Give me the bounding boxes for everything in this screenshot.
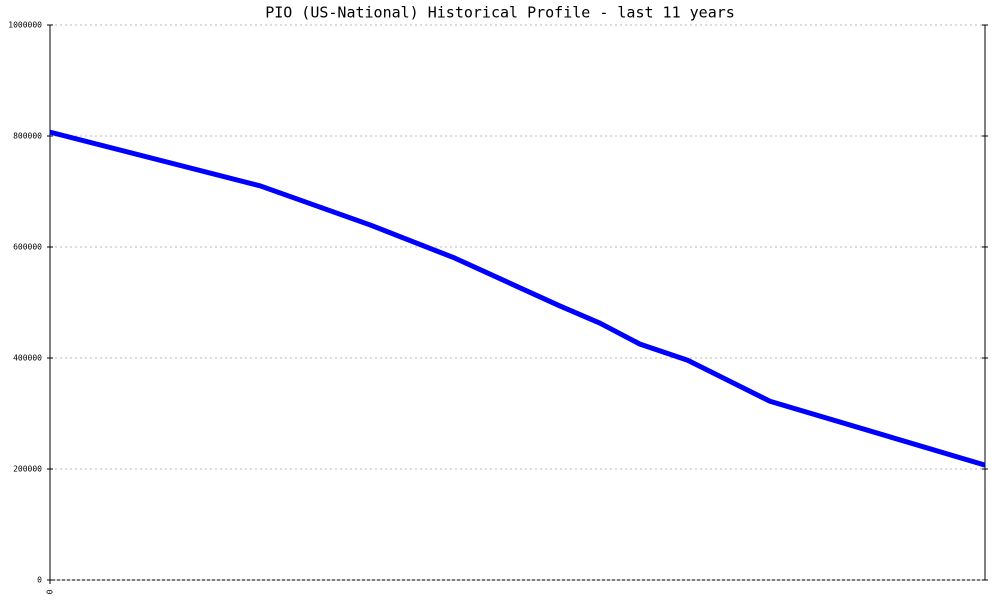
data-line: [49, 129, 986, 468]
y-tick-label: 800000: [13, 132, 42, 141]
y-tick-label: 0: [37, 576, 42, 585]
y-tick-label: 200000: [13, 465, 42, 474]
y-tick-label: 1000000: [8, 21, 42, 30]
y-tick-label: 600000: [13, 243, 42, 252]
chart-title: PIO (US-National) Historical Profile - l…: [265, 4, 735, 22]
y-tick-label: 400000: [13, 354, 42, 363]
x-tick-label: 0: [46, 589, 55, 594]
